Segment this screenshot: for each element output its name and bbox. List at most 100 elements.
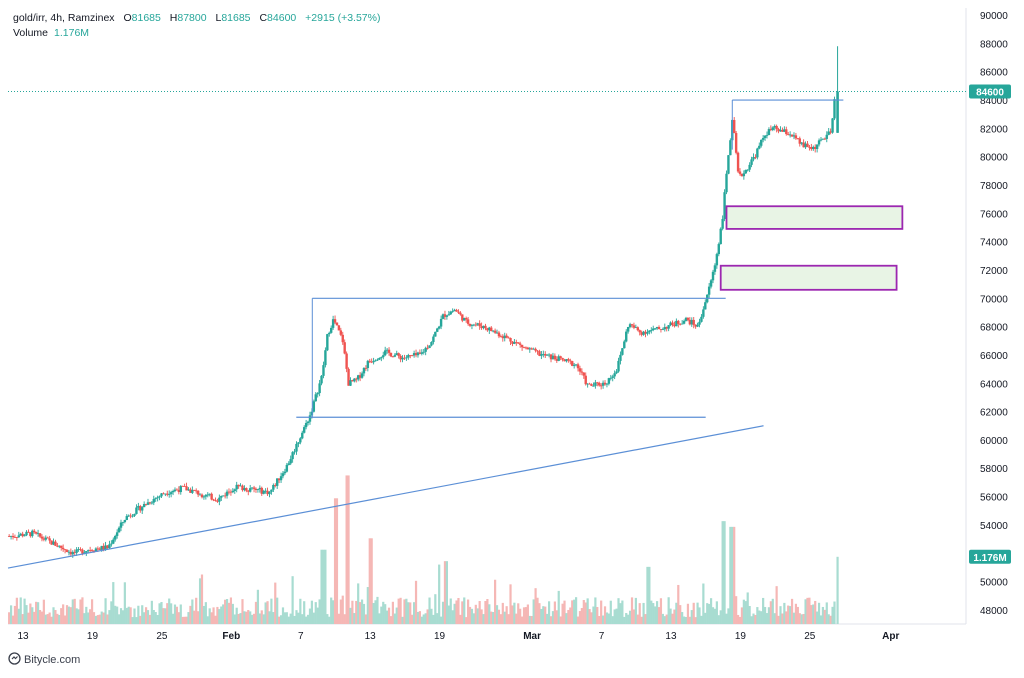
volume-bar xyxy=(590,612,593,624)
symbol-label: gold/irr, 4h, Ramzinex xyxy=(13,12,115,24)
last-price-badge xyxy=(969,84,1011,99)
candle-body xyxy=(94,548,98,552)
volume-bar xyxy=(829,615,832,624)
volume-bar xyxy=(736,614,740,624)
volume-bar xyxy=(353,613,356,624)
candle-body xyxy=(139,506,142,511)
volume-bar xyxy=(702,583,705,624)
candle-body xyxy=(316,393,319,395)
candle-body xyxy=(237,484,240,487)
candle-body xyxy=(21,533,24,537)
volume-bar xyxy=(493,579,497,624)
candle-body xyxy=(445,315,449,317)
volume-bar xyxy=(692,602,695,624)
candle-body xyxy=(711,271,715,281)
volume-bar xyxy=(823,609,826,624)
volume-bar xyxy=(306,614,310,624)
candle-body xyxy=(148,502,152,504)
volume-bar xyxy=(83,613,86,624)
volume-bar xyxy=(343,614,346,624)
volume-bar xyxy=(114,605,117,624)
candle-body xyxy=(717,244,720,255)
volume-bar xyxy=(106,614,109,624)
volume-bars xyxy=(8,475,839,624)
candle-body xyxy=(682,320,686,324)
volume-bar xyxy=(397,598,400,624)
volume-bar xyxy=(281,607,285,624)
candle-body xyxy=(615,371,618,374)
candle-body xyxy=(179,485,182,493)
candle-body xyxy=(522,347,526,349)
candle-body xyxy=(657,327,661,330)
candle-body xyxy=(416,352,420,356)
volume-bar xyxy=(769,601,772,624)
y-tick-label: 54000 xyxy=(980,521,1008,532)
candle-body xyxy=(439,318,443,327)
candle-body xyxy=(779,129,782,132)
candle-body xyxy=(507,337,510,339)
candle-body xyxy=(765,135,769,136)
volume-bar xyxy=(457,597,460,624)
volume-bar xyxy=(52,607,55,624)
volume-bar xyxy=(67,606,71,624)
y-tick-label: 86000 xyxy=(980,68,1008,79)
y-tick-label: 50000 xyxy=(980,578,1008,589)
volume-bar xyxy=(318,599,321,624)
candle-body xyxy=(360,373,364,378)
candle-body xyxy=(437,326,441,329)
volume-bar xyxy=(276,597,279,624)
volume-bar xyxy=(520,616,524,624)
candle-body xyxy=(684,317,688,321)
volume-bar xyxy=(266,601,269,624)
candle-body xyxy=(364,368,368,369)
candle-body xyxy=(567,359,570,361)
volume-bar xyxy=(212,607,215,624)
candle-body xyxy=(42,538,46,540)
volume-bar xyxy=(79,599,82,624)
candle-body xyxy=(299,438,302,443)
volume-bar xyxy=(625,613,628,624)
y-tick-label: 56000 xyxy=(980,493,1008,504)
candle-body xyxy=(314,394,317,402)
volume-bar xyxy=(17,608,20,624)
volume-bar xyxy=(200,574,204,624)
candle-body xyxy=(679,323,682,325)
volume-bar xyxy=(316,607,319,624)
volume-header: Volume 1.176M xyxy=(13,27,89,39)
candle-body xyxy=(490,327,493,332)
volume-bar xyxy=(440,616,443,624)
volume-bar xyxy=(235,607,238,624)
candle-body xyxy=(258,487,262,490)
candle-body xyxy=(34,532,38,534)
candle-body xyxy=(798,138,801,144)
candle-body xyxy=(783,129,786,132)
candle-body xyxy=(534,348,537,351)
candle-body xyxy=(33,530,36,533)
volume-bar xyxy=(659,598,663,624)
candle-body xyxy=(347,368,350,386)
volume-bar xyxy=(127,606,130,624)
volume-bar xyxy=(763,606,767,624)
candle-body xyxy=(466,319,470,324)
volume-bar xyxy=(364,614,368,624)
candle-body xyxy=(254,488,258,490)
candle-body xyxy=(617,360,620,372)
brand-footer[interactable]: Bitycle.com xyxy=(8,652,80,666)
y-tick-label: 70000 xyxy=(980,294,1008,305)
candle-body xyxy=(223,495,227,497)
volume-bar xyxy=(798,613,801,624)
volume-bar xyxy=(665,614,668,624)
volume-bar xyxy=(254,601,258,624)
candle-body xyxy=(661,329,665,331)
volume-bar xyxy=(102,612,105,624)
x-tick-label: Feb xyxy=(222,631,240,642)
candle-body xyxy=(204,495,208,497)
candle-body xyxy=(790,134,794,137)
candle-body xyxy=(787,134,790,135)
x-tick-label: 7 xyxy=(599,631,605,642)
candle-body xyxy=(241,485,244,491)
volume-bar xyxy=(819,615,823,624)
candle-body xyxy=(260,487,263,494)
volume-bar xyxy=(669,608,672,624)
